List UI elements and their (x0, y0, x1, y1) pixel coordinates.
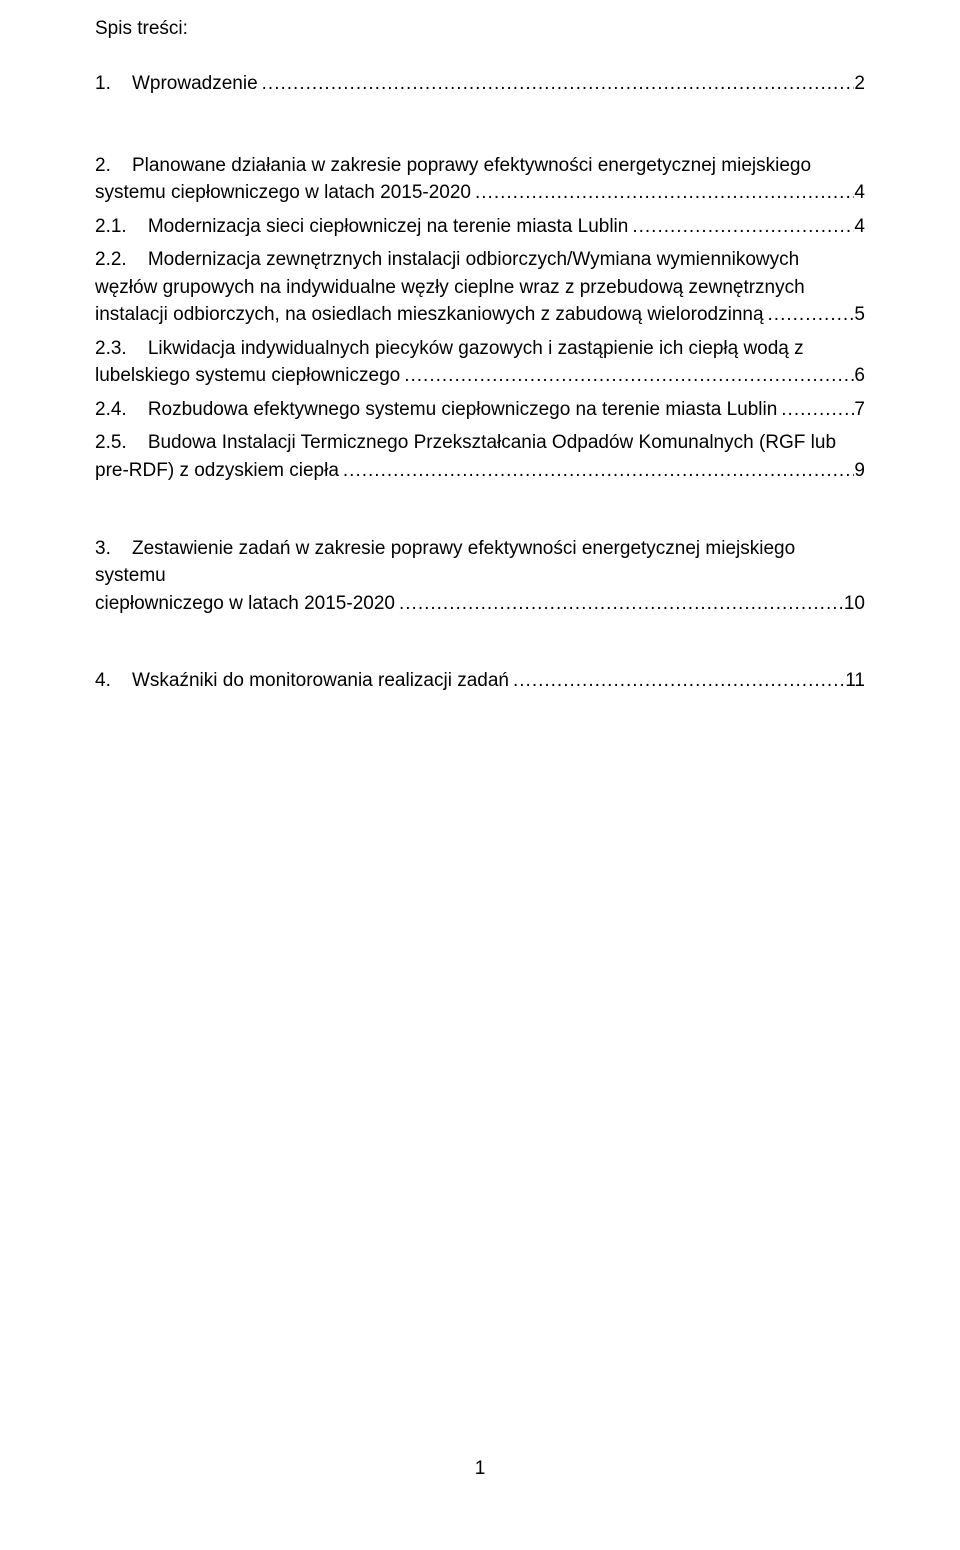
toc-leader-dots: ........................................… (471, 179, 854, 207)
toc-entry-page: 10 (844, 590, 865, 618)
toc-entry-number: 2.4. (95, 396, 148, 424)
toc-entry-text: Rozbudowa efektywnego systemu ciepłownic… (148, 396, 777, 424)
toc-entry-line: instalacji odbiorczych, na osiedlach mie… (95, 301, 865, 329)
toc-entry: 2.1. Modernizacja sieci ciepłowniczej na… (95, 213, 865, 241)
toc-entry-text: lubelskiego systemu ciepłowniczego (95, 362, 400, 390)
toc-entry: 2. Planowane działania w zakresie popraw… (95, 152, 865, 207)
toc-entry-line: 3. Zestawienie zadań w zakresie poprawy … (95, 535, 865, 590)
toc-entry-text: Modernizacja sieci ciepłowniczej na tere… (148, 213, 629, 241)
toc-leader-dots: ........................................… (395, 590, 844, 618)
toc-entry-number: 1. (95, 70, 132, 98)
toc-entry-page: 2 (854, 70, 865, 98)
toc-entry-text: ciepłowniczego w latach 2015-2020 (95, 590, 395, 618)
toc-entry-text: pre-RDF) z odzyskiem ciepła (95, 457, 339, 485)
toc-entry-number: 2. (95, 155, 132, 176)
document-page: Spis treści: 1. Wprowadzenie............… (0, 0, 960, 1550)
toc-leader-dots: ........................................… (764, 301, 855, 329)
toc-entry-number: 3. (95, 538, 132, 559)
toc-entry: 2.3. Likwidacja indywidualnych piecyków … (95, 335, 865, 390)
toc-leader-dots: ........................................… (339, 457, 855, 485)
toc-title: Spis treści: (95, 18, 865, 40)
toc-entry-line: systemu ciepłowniczego w latach 2015-202… (95, 179, 865, 207)
toc-entry-text: Wprowadzenie (132, 70, 258, 98)
toc-entry-number: 4. (95, 667, 132, 695)
toc-entry-text: Budowa Instalacji Termicznego Przekształ… (148, 432, 836, 453)
toc-leader-dots: ........................................… (258, 70, 855, 98)
toc-leader-dots: ........................................… (628, 213, 854, 241)
toc-entry: 1. Wprowadzenie.........................… (95, 70, 865, 98)
toc-entry-number: 2.3. (95, 338, 148, 359)
toc-entry-line: 2.3. Likwidacja indywidualnych piecyków … (95, 335, 865, 363)
toc-entry-text: Likwidacja indywidualnych piecyków gazow… (148, 338, 804, 359)
toc-entry: 3. Zestawienie zadań w zakresie poprawy … (95, 535, 865, 618)
toc-group-gap (95, 491, 865, 535)
toc-entry-page: 4 (854, 213, 865, 241)
toc-entry: 2.2. Modernizacja zewnętrznych instalacj… (95, 246, 865, 329)
toc-entry-line: 2.5. Budowa Instalacji Termicznego Przek… (95, 429, 865, 457)
toc-entry-text: systemu ciepłowniczego w latach 2015-202… (95, 179, 471, 207)
toc-entry-line: 2.2. Modernizacja zewnętrznych instalacj… (95, 246, 865, 274)
toc-entry-text: instalacji odbiorczych, na osiedlach mie… (95, 301, 764, 329)
toc-entry-number: 2.2. (95, 249, 148, 270)
toc-entry-page: 7 (854, 396, 865, 424)
toc-leader-dots: ........................................… (509, 667, 845, 695)
toc-entry-line: pre-RDF) z odzyskiem ciepła.............… (95, 457, 865, 485)
toc-entry-text: Zestawienie zadań w zakresie poprawy efe… (95, 538, 795, 587)
toc-leader-dots: ........................................… (400, 362, 854, 390)
toc-group-gap (95, 104, 865, 152)
toc-entry-page: 5 (854, 301, 865, 329)
toc-entry-page: 4 (854, 179, 865, 207)
toc-entry-page: 6 (854, 362, 865, 390)
toc-entry-line: ciepłowniczego w latach 2015-2020.......… (95, 590, 865, 618)
toc-container: 1. Wprowadzenie.........................… (95, 70, 865, 695)
toc-entry: 2.5. Budowa Instalacji Termicznego Przek… (95, 429, 865, 484)
toc-entry-line: węzłów grupowych na indywidualne węzły c… (95, 274, 865, 302)
toc-entry-text: węzłów grupowych na indywidualne węzły c… (95, 277, 805, 298)
toc-entry: 2.4. Rozbudowa efektywnego systemu ciepł… (95, 396, 865, 424)
toc-group-gap (95, 623, 865, 667)
toc-entry-text: Modernizacja zewnętrznych instalacji odb… (148, 249, 799, 270)
page-number: 1 (0, 1458, 960, 1480)
toc-entry-number: 2.1. (95, 213, 148, 241)
toc-leader-dots: ........................................… (777, 396, 854, 424)
toc-entry-page: 11 (845, 667, 865, 695)
toc-entry: 4. Wskaźniki do monitorowania realizacji… (95, 667, 865, 695)
toc-entry-page: 9 (854, 457, 865, 485)
toc-entry-text: Planowane działania w zakresie poprawy e… (132, 155, 811, 176)
toc-entry-number: 2.5. (95, 432, 148, 453)
toc-entry-line: lubelskiego systemu ciepłowniczego......… (95, 362, 865, 390)
toc-entry-text: Wskaźniki do monitorowania realizacji za… (132, 667, 509, 695)
toc-entry-line: 2. Planowane działania w zakresie popraw… (95, 152, 865, 180)
